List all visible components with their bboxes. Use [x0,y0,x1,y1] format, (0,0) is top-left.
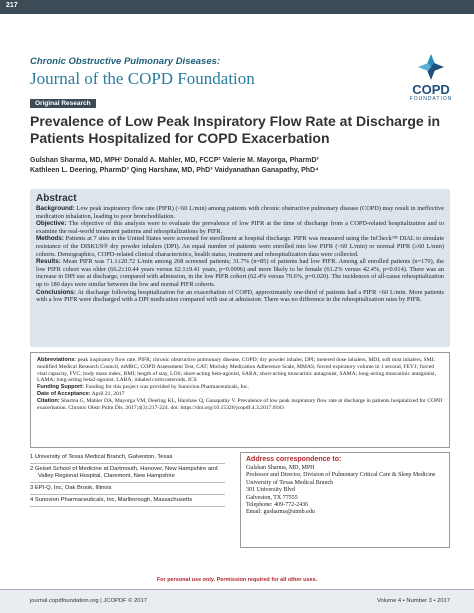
affiliation: 4 Sunovion Pharmaceuticals, Inc, Marlbor… [30,495,225,507]
correspondence-line: Email: gusharma@utmb.edu [246,509,315,516]
text: Patients at 7 sites in the United States… [36,235,444,258]
footer-left: journal.copdfoundation.org | JCOPDF © 20… [30,598,147,604]
affiliation-text: Geisel School of Medicine at Dartmouth, … [34,466,218,479]
note: Date of Acceptance: April 21, 2017 [37,391,443,398]
footer: journal.copdfoundation.org | JCOPDF © 20… [0,589,474,613]
footer-right: Volume 4 • Number 3 • 2017 [376,598,450,604]
correspondence-line: University of Texas Medical Branch [246,479,334,486]
correspondence-line: Galveston, TX 77555 [246,494,298,501]
article-title: Prevalence of Low Peak Inspiratory Flow … [30,113,441,146]
logo: COPD FOUNDATION [398,52,464,106]
affiliation-number: 1 [30,454,34,460]
abstract-paragraph: Results: Mean PIFR was 71.1±20.72 L/min … [36,258,444,288]
affiliation: 2 Geisel School of Medicine at Dartmouth… [30,464,225,483]
correspondence-line: Professor and Director, Division of Pulm… [246,472,436,479]
page-number: 217 [6,2,18,9]
author-line: Kathleen L. Deering, PharmD³ Qing Harsha… [30,167,319,174]
text: Mean PIFR was 71.1±20.72 L/min among 268… [36,258,445,288]
journal-name: Chronic Obstructive Pulmonary Diseases: [30,56,221,67]
label: Background: [36,205,75,212]
affiliation-number: 3 [30,485,34,491]
affiliation: 1 University of Texas Medical Branch, Ga… [30,452,225,464]
author-line: Gulshan Sharma, MD, MPH¹ Donald A. Mahle… [30,157,319,164]
affiliations: 1 University of Texas Medical Branch, Ga… [30,452,225,507]
label: Results: [36,258,61,266]
text: Funding for this project was provided by… [85,384,249,391]
text: Low peak inspiratory flow rate (PIFR) (<… [36,205,444,220]
note: Funding Support: Funding for this projec… [37,384,443,391]
label: Conclusions: [36,288,76,296]
abstract-paragraph: Objective: The objective of this analysi… [36,220,444,235]
text: April 21, 2017 [91,390,125,397]
top-band [0,0,474,14]
journal-name: Journal of the COPD Foundation [30,69,255,88]
abstract-box: Abstract Background: Low peak inspirator… [30,189,450,347]
logo-text: FOUNDATION [409,96,453,102]
label: Date of Acceptance: [37,390,91,397]
label: Abbreviations: [37,357,77,363]
notes-box: Abbreviations: peak inspiratory flow rat… [30,352,450,448]
correspondence-box: Address correspondence to: Gulshan Sharm… [240,452,450,548]
abstract-paragraph: Background: Low peak inspiratory flow ra… [36,205,444,220]
authors: Gulshan Sharma, MD, MPH¹ Donald A. Mahle… [30,156,460,176]
text: peak inspiratory flow rate, PIFR; chroni… [37,357,436,384]
abstract-paragraph: Methods: Patients at 7 sites in the Unit… [36,235,444,258]
abstract-heading: Abstract [36,193,77,204]
correspondence-line: Gulshan Sharma, MD, MPH [246,465,315,471]
text: Sharma G, Mahler DA, Mayorga VM, Deering… [37,397,443,411]
affiliation: 3 EPI-Q, Inc, Oak Brook, Illinois [30,483,225,495]
logo-text: COPD [412,82,450,97]
affiliation-text: University of Texas Medical Branch, Galv… [34,454,173,460]
correspondence-heading: Address correspondence to: [246,456,342,463]
affiliation-number: 2 [30,466,34,472]
section-label: Original Research [30,99,96,108]
label: Methods: [36,235,64,243]
text: At discharge following hospitalization f… [36,288,444,304]
logo-icon [418,54,444,80]
text: The objective of this analysis were to e… [36,220,444,235]
abstract-paragraph: Conclusions: At discharge following hosp… [36,289,444,304]
label: Funding Support: [37,384,84,391]
label: Citation: [37,397,60,404]
affiliation-text: Sunovion Pharmaceuticals, Inc, Marlborou… [34,497,193,503]
note: Citation: Sharma G, Mahler DA, Mayorga V… [37,398,443,412]
correspondence-line: 301 University Blvd [246,487,295,494]
label: Objective: [36,220,67,228]
correspondence-line: Telephone: 409-772-2436 [246,502,309,509]
note: Abbreviations: peak inspiratory flow rat… [37,357,443,384]
affiliation-number: 4 [30,497,34,503]
usage-notice: For personal use only. Permission requir… [156,577,318,583]
affiliation-text: EPI-Q, Inc, Oak Brook, Illinois [34,485,112,491]
